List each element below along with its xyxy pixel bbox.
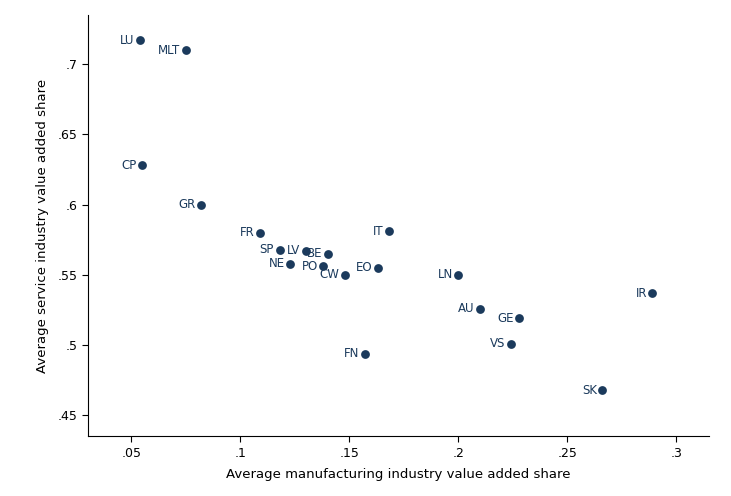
Y-axis label: Average service industry value added share: Average service industry value added sha…	[36, 79, 49, 372]
Text: CW: CW	[319, 268, 339, 281]
Point	[359, 350, 371, 358]
Point	[180, 46, 192, 54]
X-axis label: Average manufacturing industry value added share: Average manufacturing industry value add…	[226, 468, 571, 481]
Point	[452, 271, 464, 279]
Point	[137, 161, 148, 169]
Point	[322, 250, 333, 258]
Point	[317, 262, 329, 270]
Text: LU: LU	[120, 34, 135, 47]
Text: VS: VS	[490, 337, 505, 350]
Text: SP: SP	[260, 243, 274, 256]
Text: SK: SK	[582, 383, 596, 397]
Text: GR: GR	[178, 198, 196, 211]
Point	[254, 229, 266, 237]
Point	[195, 201, 207, 209]
Text: IR: IR	[635, 287, 647, 300]
Point	[646, 289, 658, 297]
Text: FN: FN	[344, 347, 359, 360]
Point	[474, 305, 486, 312]
Text: MLT: MLT	[158, 44, 181, 57]
Text: BE: BE	[306, 248, 322, 260]
Point	[135, 36, 146, 44]
Point	[284, 259, 296, 267]
Text: EO: EO	[355, 261, 372, 274]
Text: CP: CP	[121, 159, 137, 172]
Point	[273, 246, 285, 253]
Point	[300, 247, 311, 255]
Point	[596, 386, 608, 394]
Text: LN: LN	[438, 268, 453, 281]
Point	[383, 227, 395, 235]
Text: LV: LV	[287, 245, 300, 257]
Text: PO: PO	[301, 260, 318, 273]
Text: AU: AU	[458, 302, 474, 315]
Point	[372, 264, 384, 272]
Text: IT: IT	[373, 225, 383, 238]
Point	[505, 340, 517, 348]
Text: FR: FR	[240, 226, 254, 239]
Text: GE: GE	[497, 312, 514, 325]
Text: NE: NE	[269, 257, 285, 270]
Point	[514, 314, 526, 322]
Point	[339, 271, 351, 279]
